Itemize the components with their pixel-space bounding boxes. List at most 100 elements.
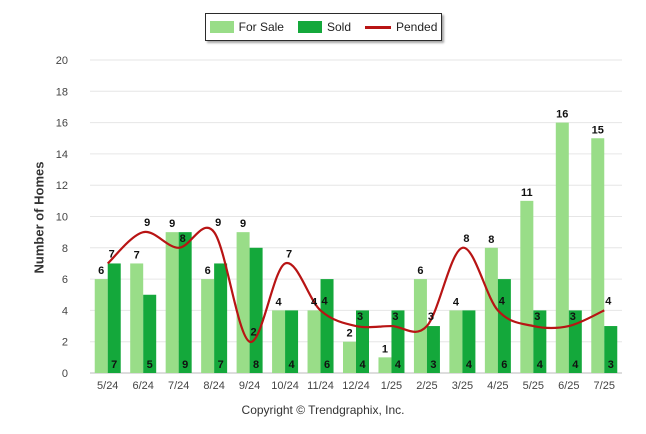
for-sale-value-label: 7 (134, 249, 140, 261)
bar-sold (320, 279, 334, 373)
legend-item-for-sale[interactable]: For Sale (209, 20, 284, 34)
pended-value-label: 3 (570, 311, 576, 323)
bar-for-sale (272, 310, 286, 373)
bar-sold (497, 279, 511, 373)
bar-sold (214, 263, 228, 373)
for-sale-value-label: 4 (453, 296, 460, 308)
legend-label-for-sale: For Sale (238, 20, 284, 34)
sold-value-label: 7 (111, 359, 117, 371)
y-tick-label: 6 (62, 274, 68, 286)
sold-value-label: 4 (359, 359, 366, 371)
x-tick-label: 9/24 (239, 380, 260, 392)
sold-value-label: 7 (218, 359, 224, 371)
bar-sold (462, 310, 476, 373)
pended-value-label: 8 (463, 233, 469, 245)
bar-for-sale (591, 138, 605, 373)
y-tick-label: 12 (56, 180, 68, 192)
x-tick-label: 3/25 (452, 380, 473, 392)
y-tick-label: 16 (56, 118, 68, 130)
legend: For Sale Sold Pended (205, 13, 442, 41)
pended-value-label: 4 (499, 295, 506, 307)
sold-value-label: 6 (324, 359, 330, 371)
sold-value-label: 4 (289, 359, 296, 371)
for-sale-swatch (209, 21, 234, 33)
for-sale-value-label: 4 (276, 296, 283, 308)
bar-for-sale (130, 263, 144, 373)
bar-for-sale (555, 122, 569, 373)
sold-swatch (297, 21, 322, 33)
for-sale-value-label: 4 (311, 296, 318, 308)
x-tick-label: 1/25 (381, 380, 402, 392)
bar-for-sale (378, 357, 392, 373)
y-tick-label: 0 (62, 368, 68, 380)
bar-sold (426, 326, 440, 373)
sold-value-label: 4 (537, 359, 544, 371)
pended-value-label: 3 (428, 311, 434, 323)
x-tick-label: 2/25 (416, 380, 437, 392)
pended-swatch (365, 25, 391, 29)
x-tick-label: 4/25 (487, 380, 508, 392)
pended-value-label: 7 (286, 248, 292, 260)
y-tick-label: 8 (62, 243, 68, 255)
y-tick-labels: 0 2 4 6 8 10 12 14 16 18 20 (56, 55, 68, 380)
legend-item-pended[interactable]: Pended (365, 20, 437, 34)
for-sale-value-label: 9 (240, 218, 246, 230)
sold-value-label: 5 (147, 359, 153, 371)
bars (94, 122, 618, 373)
x-tick-label: 6/24 (132, 380, 153, 392)
x-tick-label: 7/25 (594, 380, 615, 392)
y-tick-label: 20 (56, 55, 68, 67)
x-tick-labels: 5/24 6/24 7/24 8/24 9/24 10/24 11/24 12/24 1/25 2… (97, 380, 615, 392)
sold-value-label: 4 (395, 359, 402, 371)
y-tick-label: 2 (62, 337, 68, 349)
y-tick-label: 10 (56, 212, 68, 224)
pended-value-label: 2 (251, 327, 257, 339)
x-tick-label: 5/24 (97, 380, 118, 392)
copyright-credit: Copyright © Trendgraphix, Inc. (241, 403, 405, 417)
bar-for-sale (307, 310, 321, 373)
sold-value-label: 3 (608, 359, 614, 371)
x-tick-label: 5/25 (523, 380, 544, 392)
pended-value-label: 3 (392, 311, 398, 323)
x-tick-label: 11/24 (307, 380, 334, 392)
for-sale-value-label: 6 (417, 265, 423, 277)
bar-for-sale (94, 279, 108, 373)
sold-value-label: 8 (253, 359, 259, 371)
y-tick-label: 14 (56, 149, 68, 161)
legend-item-sold[interactable]: Sold (297, 20, 351, 34)
bar-for-sale (484, 247, 498, 373)
data-labels: 6775996798444624146344861141641537989274… (98, 109, 614, 371)
pended-value-label: 3 (357, 311, 363, 323)
y-axis-title: Number of Homes (31, 161, 47, 274)
for-sale-value-label: 8 (488, 234, 494, 246)
bar-for-sale (201, 279, 215, 373)
for-sale-value-label: 15 (592, 124, 604, 136)
bar-for-sale (520, 200, 534, 373)
x-tick-label: 7/24 (168, 380, 189, 392)
bar-sold (107, 263, 121, 373)
pended-value-label: 8 (180, 233, 186, 245)
bar-for-sale (413, 279, 427, 373)
for-sale-value-label: 16 (556, 109, 568, 121)
for-sale-value-label: 11 (521, 187, 533, 199)
bar-sold (249, 247, 263, 373)
sold-value-label: 3 (430, 359, 436, 371)
bar-for-sale (236, 232, 250, 373)
for-sale-value-label: 6 (98, 265, 104, 277)
x-tick-label: 6/25 (558, 380, 579, 392)
for-sale-value-label: 2 (346, 328, 352, 340)
bar-sold (178, 232, 192, 373)
bar-for-sale (343, 341, 356, 373)
sold-value-label: 4 (466, 359, 473, 371)
x-tick-label: 8/24 (203, 380, 224, 392)
x-tick-label: 12/24 (342, 380, 370, 392)
pended-line (106, 226, 605, 343)
bar-for-sale (165, 232, 179, 373)
y-tick-label: 18 (56, 86, 68, 98)
sold-value-label: 4 (572, 359, 579, 371)
for-sale-value-label: 9 (169, 218, 175, 230)
bar-sold (143, 294, 157, 373)
pended-series-line (106, 226, 605, 343)
legend-label-pended: Pended (396, 20, 438, 34)
